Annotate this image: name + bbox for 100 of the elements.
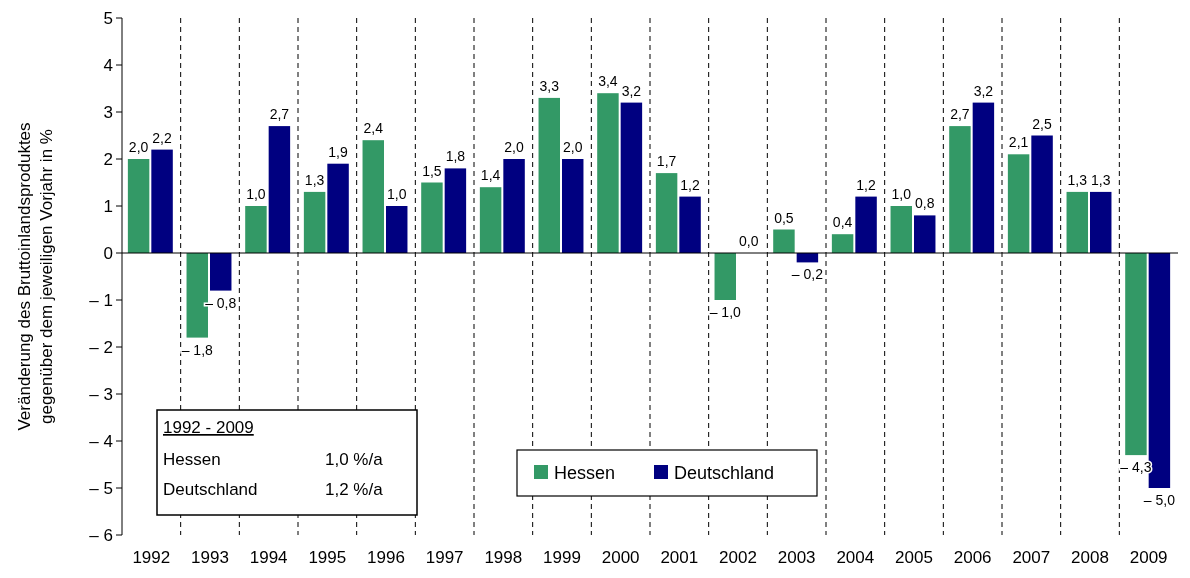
y-tick-label: 4: [103, 56, 113, 75]
y-tick-label: – 4: [89, 432, 113, 451]
bar: [855, 196, 877, 253]
data-label: 3,4: [598, 73, 618, 90]
data-label: – 1,8: [181, 341, 214, 358]
data-label: 1,2: [856, 176, 877, 193]
data-label: – 5,0: [1143, 492, 1176, 508]
bar: [831, 234, 854, 253]
bar: [890, 206, 912, 253]
data-label: 2,5: [1032, 115, 1053, 132]
x-tick-label: 1998: [484, 548, 523, 567]
data-label: 2,7: [950, 106, 970, 123]
bar: [972, 102, 995, 253]
bar: [421, 182, 443, 253]
x-tick-label: 1996: [367, 548, 405, 567]
bar: [327, 163, 349, 253]
data-label: 1,7: [656, 153, 677, 170]
data-label: 1,5: [422, 162, 442, 179]
data-label: – 0,8: [205, 294, 237, 311]
x-tick-label: 2007: [1012, 548, 1051, 567]
data-label: 0,4: [832, 214, 853, 231]
x-tick-label: 2002: [719, 548, 757, 567]
x-tick-label: 2006: [953, 548, 992, 567]
bar: [362, 140, 384, 253]
data-label: 2,0: [128, 139, 149, 155]
data-label: 3,2: [973, 82, 994, 99]
x-tick-label: 1995: [308, 548, 347, 567]
x-tick-label: 1994: [249, 548, 288, 567]
bar: [186, 253, 208, 338]
data-label: 0,8: [915, 195, 935, 212]
data-label: 1,0: [891, 186, 912, 202]
y-tick-label: – 1: [89, 291, 113, 310]
x-tick-label: 1999: [543, 548, 581, 567]
y-axis-title: Veränderung des Bruttoinlandsproduktes gegenüber dem jeweiligen Vorjahr in %: [15, 122, 56, 431]
bar: [151, 149, 173, 253]
data-label: 3,2: [621, 82, 642, 99]
y-tick-label: – 3: [89, 385, 113, 404]
bar: [386, 206, 408, 253]
data-label: 2,0: [504, 139, 525, 155]
annotation: 1992 - 2009: [163, 418, 254, 437]
data-label: 0,5: [774, 209, 794, 226]
annotation: 1,2 %/a: [325, 480, 384, 499]
x-tick-label: 2000: [601, 548, 640, 567]
data-label: 2,7: [269, 106, 290, 123]
annotation: Deutschland: [163, 480, 258, 499]
bar: [479, 187, 502, 253]
bar: [949, 126, 971, 253]
annotation: 1,0 %/a: [325, 450, 384, 469]
data-label: – 0,2: [791, 266, 824, 283]
x-tick-label: 1992: [132, 548, 171, 567]
y-tick-label: 2: [103, 150, 113, 169]
data-label: 1,8: [445, 148, 466, 165]
x-tick-label: 2003: [777, 548, 816, 567]
y-tick-label: 5: [103, 9, 113, 28]
data-label: 1,3: [304, 171, 325, 188]
data-label: – 1,0: [709, 304, 742, 320]
data-label: 1,0: [246, 186, 266, 202]
bar: [303, 191, 326, 253]
data-label: 0,0: [739, 233, 759, 249]
bar: [1090, 191, 1112, 253]
legend-label: Deutschland: [674, 463, 775, 483]
bar: [1066, 191, 1088, 253]
x-tick-label: 2005: [895, 548, 933, 567]
data-label: 1,9: [328, 143, 349, 160]
data-label: 2,1: [1008, 134, 1029, 151]
data-label: 1,3: [1091, 171, 1111, 188]
data-label: 1,3: [1067, 171, 1088, 188]
bar: [210, 253, 232, 291]
x-tick-label: 1997: [425, 548, 464, 567]
bar: [1125, 253, 1147, 456]
bar: [444, 168, 467, 253]
bar: [679, 196, 701, 253]
bar: [538, 97, 560, 253]
bar: [245, 206, 267, 253]
y-tick-label: 0: [103, 244, 113, 263]
data-label: 2,0: [563, 139, 583, 155]
y-tick-label: – 5: [89, 479, 113, 498]
y-tick-label: 3: [103, 103, 113, 122]
bar: [914, 215, 936, 253]
bar: [773, 229, 795, 253]
bar: [1007, 154, 1030, 253]
x-tick-label: 1993: [191, 548, 229, 567]
bar: [714, 253, 736, 300]
bar: [620, 102, 643, 253]
x-tick-label: 2004: [836, 548, 875, 567]
annotation: Hessen: [163, 450, 221, 469]
bar: [562, 159, 584, 253]
x-tick-label: 2001: [660, 548, 699, 567]
x-tick-label: 2008: [1071, 548, 1109, 567]
x-tick-label: 2009: [1129, 548, 1168, 567]
y-tick-label: 1: [103, 197, 113, 216]
data-label: 1,4: [480, 167, 501, 184]
y-tick-label: – 6: [89, 526, 113, 545]
bar: [503, 159, 525, 253]
y-tick-label: – 2: [89, 338, 113, 357]
data-label: 1,0: [387, 186, 407, 202]
data-label: 1,2: [680, 176, 701, 193]
bar: [597, 93, 619, 253]
data-label: 3,3: [539, 77, 560, 94]
bar: [655, 173, 678, 253]
